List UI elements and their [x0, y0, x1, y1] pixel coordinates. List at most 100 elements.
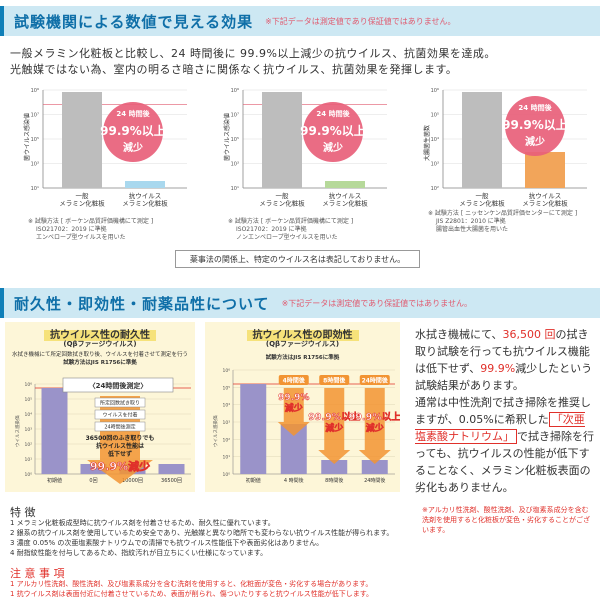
bar-general [262, 92, 302, 188]
panel-title: 抗ウイルス性の耐久性 [5, 326, 195, 341]
time-tag-label: 8時間後 [323, 377, 346, 385]
bar-antivirus [525, 152, 565, 188]
category-label-line: メラミン化粧板 [259, 198, 305, 207]
text: 減少したという試験結果があります。 [415, 362, 593, 392]
chart-svg: 10⁹ 10⁷ 10⁵ 10³ 10¹ 菌ウイルス感染値 24 時間後 99.9%以上減少一般… [23, 88, 187, 207]
tick-label: 10³ [31, 162, 39, 168]
text: 通常は中性洗剤で拭き掃除を推奨しますが、0.05%に希釈した [415, 396, 591, 426]
feature-item: 4 耐指紋性能を付与してあるため、指紋汚れが目立ちにくい仕様になっています。 [10, 549, 268, 557]
result-label: 99.9% [278, 393, 309, 403]
category-label: 初期値 [246, 477, 261, 484]
category-label: 抗ウイルスメラミン化粧板 [122, 191, 168, 207]
chart-ecoli: 10⁶ 10⁵ 10⁴ 10³ 10² 大腸菌生菌数 24 時間後 99.9%以上 減少 一般メラ… [405, 82, 595, 242]
flow-step-box [94, 409, 146, 420]
tick-label: 10⁴ [222, 403, 230, 409]
category-label: 0回 [89, 478, 97, 484]
tick-label: 10¹ [24, 457, 32, 463]
result-label: 減少 [366, 422, 384, 434]
disclaimer-box: 薬事法の関係上、特定のウイルス名は表記しておりません。 [175, 250, 420, 268]
category-label: 8時間後 [325, 477, 343, 484]
time-tag [278, 375, 309, 385]
tick-label: 10⁵ [231, 137, 239, 143]
panel-method: 試験方法はJIS R1756に準拠 [265, 355, 340, 361]
category-label: 抗ウイルスメラミン化粧板 [522, 191, 568, 207]
badge-decrease: 減少 [525, 135, 545, 148]
tick-label: 10⁹ [231, 88, 239, 94]
text: の拭き取り試験を行っても抗ウイルス機能は低下せず、 [415, 328, 590, 375]
flow-step-box [94, 397, 146, 408]
tick-label: 10² [222, 437, 230, 443]
note-line: JIS Z2801：2010 に準拠 [436, 218, 506, 225]
tick-label: 10² [24, 442, 32, 448]
chart-note-2: ※ 試験方法 [ ボーケン品質評価機構にて測定 ] ISO21702：2019 … [228, 218, 353, 242]
y-axis-label: ウイルス感染価 [212, 415, 219, 447]
tick-label: 10¹ [31, 186, 39, 192]
tick-label: 10⁰ [24, 472, 32, 478]
chart-envelope-virus: 10⁹ 10⁷ 10⁵ 10³ 10¹ 菌ウイルス感染値 24 時間後 99.9%以上 減少 一般… [5, 82, 195, 242]
section-note: ※下記データは測定値であり保証値ではありません。 [281, 298, 472, 308]
flow-title: 〈24時間後測定〉 [89, 381, 148, 390]
category-label-line: メラミン化粧板 [459, 198, 505, 207]
category-label-line: 抗ウイルス [329, 191, 362, 200]
bar-general [462, 92, 502, 188]
bar [41, 388, 68, 474]
note-line: ISO21702：2019 に準拠 [36, 226, 107, 233]
bar-general [62, 92, 102, 188]
badge-percent: 99.9%以上 [100, 123, 166, 138]
chart-note-3: ※ 試験方法 [ ニッセンケン品質評価センターにて測定 ] JIS Z2801：… [428, 210, 577, 234]
lead-text-2: 光触媒ではない為、室内の明るさ暗さに関係なく抗ウイルス、抗菌効果を発揮します。 [10, 63, 458, 76]
note-line: ノンエンベロープ型ウイルスを用いた [236, 234, 338, 241]
panel-speed: 抗ウイルス性の即効性 (Qβファージウイルス) 試験方法はJIS R1756に準… [205, 322, 400, 492]
panel-title-text: 抗ウイルス性の耐久性 [44, 330, 156, 341]
result-label: 減少 [325, 422, 343, 434]
y-axis-label: 大腸菌生菌数 [423, 125, 431, 161]
warning-note: ※アルカリ性洗剤、酸性洗剤、及び塩素系成分を含む洗剤を使用すると化粧板が変色・劣… [422, 506, 590, 534]
tick-label: 10³ [24, 427, 32, 433]
badge-time: 24 時間後 [518, 103, 552, 112]
bar [240, 384, 267, 474]
tick-label: 10⁶ [431, 88, 439, 94]
panel-title: 抗ウイルス性の即効性 [205, 326, 400, 341]
flow-step-box [94, 421, 146, 432]
text: で拭き掃除を行っても、抗ウイルスの性能が低下することなく、メラミン化粧板表面の劣… [415, 430, 594, 494]
bar [80, 464, 107, 474]
chart-non-envelope-virus: 10⁹ 10⁷ 10⁵ 10³ 10¹ 菌ウイルス感染値 24 時間後 99.9%以上 減少 一般… [205, 82, 395, 242]
caution-item: 1 抗ウイルス剤は表面付近に付着させているため、表面が削られ、傷ついたりすると抗… [10, 590, 374, 598]
panel-subtitle: (Qβファージウイルス) [265, 340, 340, 348]
tick-label: 10⁵ [222, 385, 230, 391]
flow-step: 24時間後測定 [104, 424, 135, 431]
category-label: 一般メラミン化粧板 [259, 191, 305, 207]
time-tag-label: 4時間後 [283, 377, 306, 385]
badge-time: 24 時間後 [316, 109, 350, 118]
tick-label: 10⁴ [24, 412, 32, 418]
highlight-percent: 99.9% [480, 362, 516, 375]
flow-step: ウイルスを付着 [102, 412, 137, 419]
section-header-durability: 耐久性・即効性・耐薬品性について ※下記データは測定値であり保証値ではありません… [0, 288, 600, 318]
tick-label: 10⁷ [31, 113, 39, 119]
category-label: 抗ウイルスメラミン化粧板 [322, 191, 368, 207]
category-label: 一般メラミン化粧板 [459, 191, 505, 207]
tick-label: 10⁵ [431, 113, 439, 119]
orange-arrow [277, 388, 310, 436]
chart-svg: 10⁹ 10⁷ 10⁵ 10³ 10¹ 菌ウイルス感染値 24 時間後 99.9%以上減少一般… [223, 88, 387, 207]
result-label: 99.9%以上 [308, 411, 360, 423]
category-label: 10000回 [122, 478, 143, 484]
bar-antivirus [125, 181, 165, 188]
feature-item: 2 銀系の抗ウイルス剤を使用しているため安全であり、光触媒と異なり暗所でも変わら… [10, 529, 394, 537]
y-axis-label: 菌ウイルス感染値 [223, 113, 231, 161]
note-line: 腸管出血性大腸菌を用いた [436, 226, 509, 233]
flow-text: 抗ウイルス性能は [96, 442, 144, 450]
category-label: 24時間後 [364, 477, 385, 484]
tick-label: 10¹ [222, 455, 230, 461]
tick-label: 10² [431, 186, 439, 192]
desc-paragraph-2: 通常は中性洗剤で拭き掃除を推奨しますが、0.05%に希釈した 「次亜塩素酸ナトリウ… [415, 394, 595, 496]
category-label: 36500回 [161, 478, 182, 484]
caution-heading: 注 意 事 項 [10, 567, 65, 580]
category-label-line: 抗ウイルス [129, 191, 162, 200]
tick-label: 10⁹ [31, 88, 39, 94]
chart-svg: 10⁶ 10⁵ 10⁴ 10³ 10² 大腸菌生菌数 24 時間後 99.9%以上減少一般メラ… [423, 88, 587, 207]
feature-item: 1 メラミン化粧板成型時に抗ウイルス剤を付着させるため、耐久性に優れています。 [10, 519, 275, 527]
flow-step: 所定回数拭き取り [100, 400, 140, 407]
